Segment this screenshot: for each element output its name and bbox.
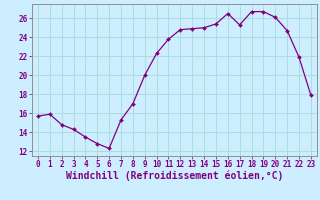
X-axis label: Windchill (Refroidissement éolien,°C): Windchill (Refroidissement éolien,°C) [66, 171, 283, 181]
